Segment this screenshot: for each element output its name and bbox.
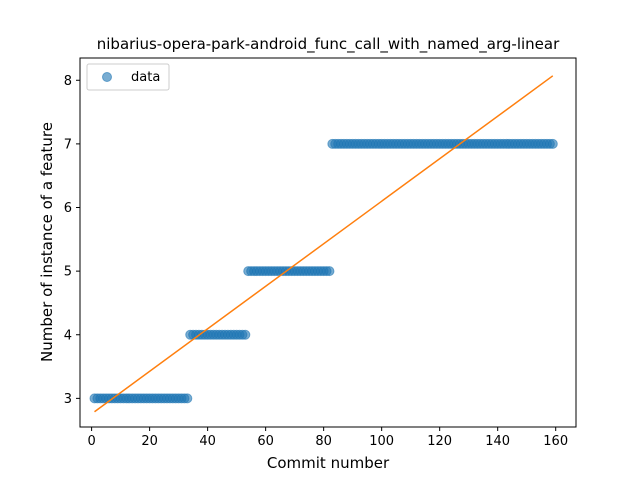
fit-line-layer <box>94 75 554 413</box>
x-axis-ticks: 0 20 40 60 80 100 120 140 160 <box>87 427 568 449</box>
y-tick-label: 8 <box>64 74 72 89</box>
x-tick-label: 80 <box>315 434 332 449</box>
legend-label-data: data <box>131 70 160 85</box>
x-tick-label: 0 <box>87 434 95 449</box>
data-point <box>547 138 558 149</box>
y-tick-label: 6 <box>64 201 72 216</box>
fit-line <box>94 75 554 413</box>
x-tick-label: 100 <box>369 434 394 449</box>
x-tick-label: 140 <box>485 434 510 449</box>
x-tick-label: 60 <box>257 434 274 449</box>
y-tick-label: 3 <box>64 392 72 407</box>
x-tick-label: 40 <box>199 434 216 449</box>
x-tick-label: 20 <box>141 434 158 449</box>
legend: data <box>86 63 170 91</box>
y-axis-ticks: 3 4 5 6 7 8 <box>64 74 80 407</box>
y-tick-label: 4 <box>64 328 72 343</box>
x-axis-label: Commit number <box>267 454 390 472</box>
data-point <box>182 393 193 404</box>
data-point <box>240 329 251 340</box>
x-tick-label: 160 <box>543 434 568 449</box>
chart-title: nibarius-opera-park-android_func_call_wi… <box>97 35 560 54</box>
legend-box <box>86 63 170 91</box>
plot-frame <box>79 57 577 428</box>
y-tick-label: 5 <box>64 265 72 280</box>
legend-marker-data <box>102 72 112 82</box>
data-point <box>324 266 335 277</box>
y-axis-label: Number of instance of a feature <box>38 122 56 362</box>
data-points <box>89 138 558 404</box>
x-tick-label: 120 <box>427 434 452 449</box>
y-tick-label: 7 <box>64 137 72 152</box>
